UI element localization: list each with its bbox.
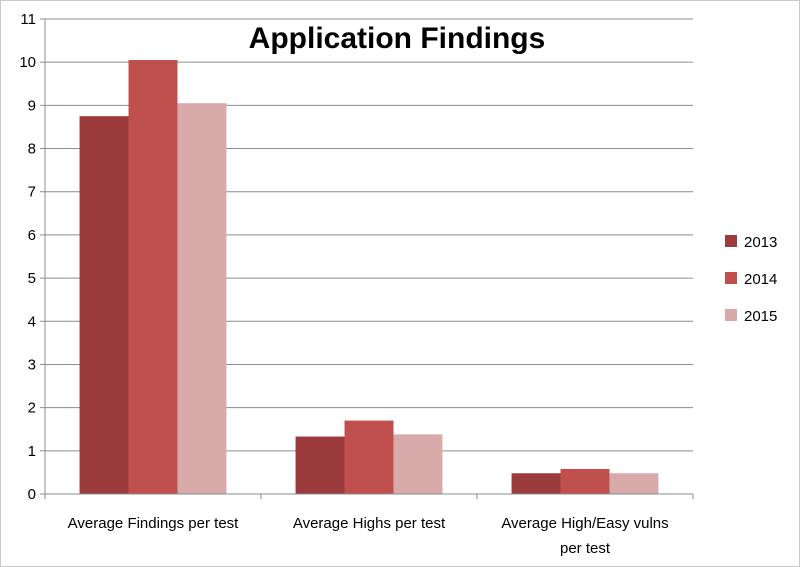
x-category-label: Average High/Easy vulns xyxy=(501,515,668,532)
y-tick-label: 8 xyxy=(28,141,36,158)
legend-label-2015: 2015 xyxy=(744,308,777,325)
bar-2014 xyxy=(560,468,610,494)
chart-title: Application Findings xyxy=(249,22,546,55)
y-tick-label: 9 xyxy=(28,97,36,114)
bar-2014 xyxy=(128,60,178,494)
legend-label-2014: 2014 xyxy=(744,271,777,288)
x-category-label: Average Findings per test xyxy=(68,515,239,532)
legend: 2013 2014 2015 xyxy=(725,234,777,325)
bar-2013 xyxy=(79,116,129,494)
bar-2015 xyxy=(177,103,227,495)
y-tick-label: 0 xyxy=(28,486,36,503)
y-tick-label: 7 xyxy=(28,184,36,201)
y-tick-label: 3 xyxy=(28,356,36,373)
y-tick-label: 1 xyxy=(28,443,36,460)
bar-2015 xyxy=(393,434,443,494)
y-tick-label: 6 xyxy=(28,227,36,244)
bar-2015 xyxy=(609,473,659,494)
legend-swatch-2014 xyxy=(725,272,737,284)
y-tick-label: 4 xyxy=(28,313,36,330)
axis-labels: 0 1 2 3 4 5 6 7 8 9 10 11 Average Findings per test A… xyxy=(19,11,668,557)
bars xyxy=(79,60,659,495)
x-category-label: per test xyxy=(560,540,611,557)
legend-label-2013: 2013 xyxy=(744,234,777,251)
bar-2013 xyxy=(295,436,345,494)
bar-2013 xyxy=(511,473,561,494)
axes xyxy=(40,18,694,499)
legend-swatch-2015 xyxy=(725,309,737,321)
y-tick-label: 11 xyxy=(20,11,36,28)
y-tick-label: 10 xyxy=(19,54,36,71)
x-category-label: Average Highs per test xyxy=(293,515,446,532)
legend-swatch-2013 xyxy=(725,235,737,247)
bar-2014 xyxy=(344,420,394,494)
y-tick-label: 5 xyxy=(28,270,36,287)
y-tick-label: 2 xyxy=(28,400,36,417)
